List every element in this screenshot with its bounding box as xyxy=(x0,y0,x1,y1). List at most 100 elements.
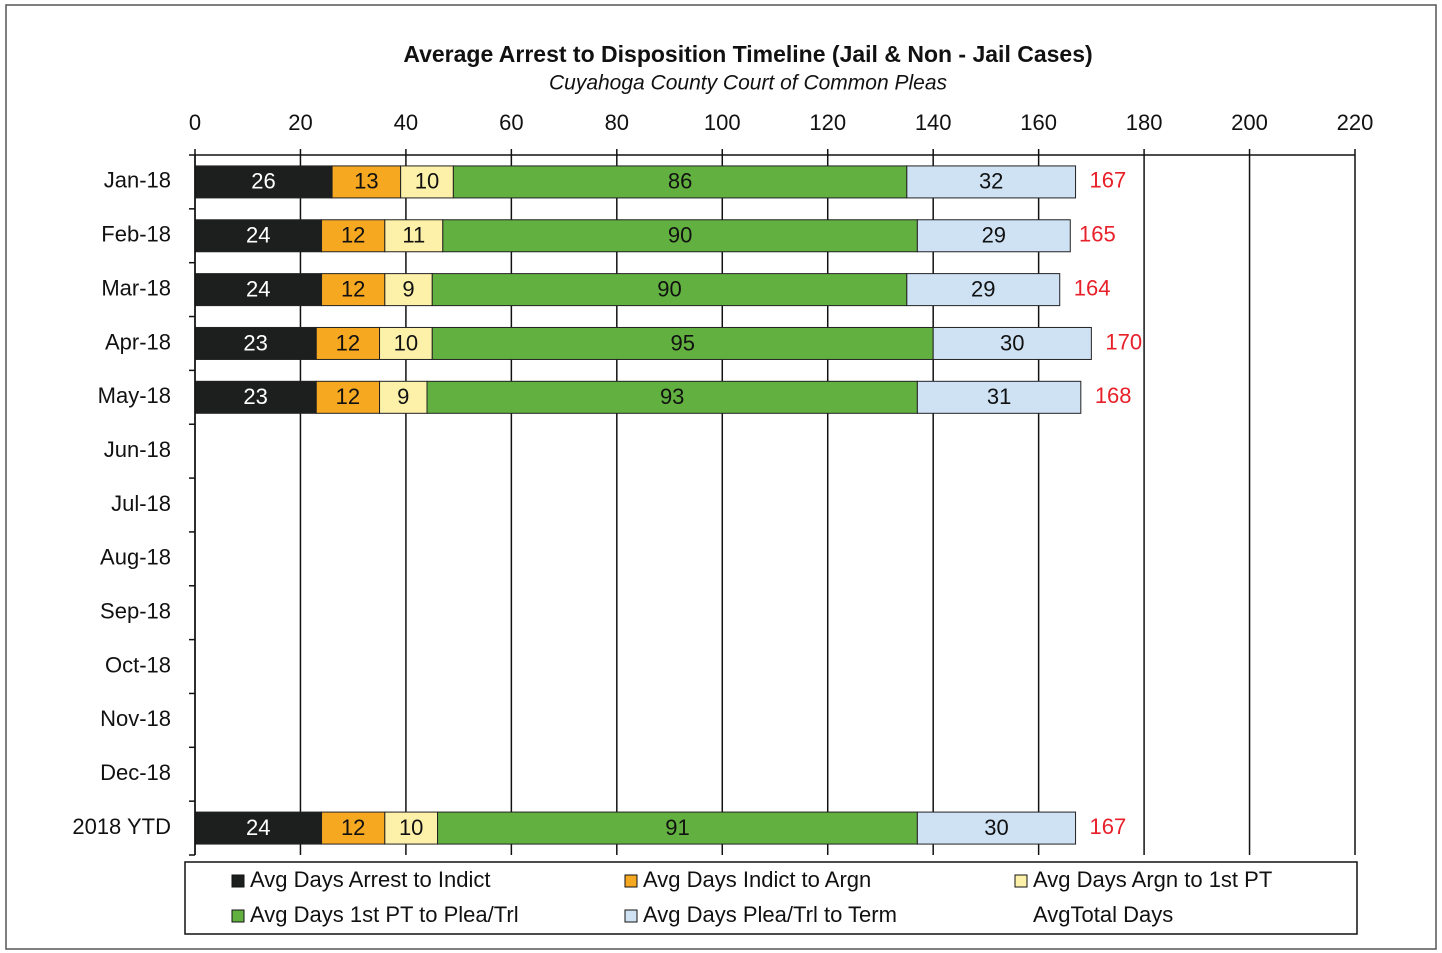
x-tick-label: 40 xyxy=(394,110,418,135)
total-label: 167 xyxy=(1090,814,1127,839)
bar-segment xyxy=(321,219,386,253)
segment-label: 95 xyxy=(670,330,694,355)
legend-label: Avg Days Argn to 1st PT xyxy=(1033,867,1272,892)
legend-label: Avg Days Plea/Trl to Term xyxy=(643,902,897,927)
bar-segment xyxy=(194,380,317,414)
segment-label: 86 xyxy=(668,169,692,194)
bar-segment xyxy=(442,219,918,253)
segment-label: 90 xyxy=(668,223,692,248)
bar-segment xyxy=(431,273,908,307)
total-label: 167 xyxy=(1090,168,1127,193)
legend-swatch xyxy=(1014,874,1028,888)
segment-label: 24 xyxy=(246,223,270,248)
bar-segment xyxy=(916,811,1077,845)
bar-segment xyxy=(384,219,444,253)
x-tick-label: 220 xyxy=(1337,110,1374,135)
y-tick-label: Nov-18 xyxy=(100,706,171,731)
segment-label: 10 xyxy=(415,169,439,194)
segment-label: 29 xyxy=(982,223,1006,248)
bar-segment xyxy=(384,811,439,845)
y-tick-label: Jan-18 xyxy=(104,168,171,193)
x-tick-label: 160 xyxy=(1020,110,1057,135)
segment-label: 10 xyxy=(399,815,423,840)
legend-label: Avg Days Arrest to Indict xyxy=(250,867,490,892)
bar-segment xyxy=(906,165,1077,199)
legend-box xyxy=(184,861,1358,935)
bar-segment xyxy=(315,380,381,414)
segment-label: 90 xyxy=(657,276,681,301)
y-tick-label: Sep-18 xyxy=(100,599,171,624)
x-tick-label: 100 xyxy=(704,110,741,135)
segment-label: 12 xyxy=(336,384,360,409)
legend-swatch xyxy=(231,874,245,888)
bar-segment xyxy=(194,219,323,253)
bar-segment xyxy=(194,811,323,845)
x-tick-label: 60 xyxy=(499,110,523,135)
segment-label: 9 xyxy=(402,276,414,301)
y-tick-label: Jun-18 xyxy=(104,437,171,462)
legend-label: Avg Days 1st PT to Plea/Trl xyxy=(250,902,519,927)
x-tick-label: 120 xyxy=(809,110,846,135)
bar-segment xyxy=(916,380,1082,414)
legend-swatch xyxy=(231,909,245,923)
segment-label: 23 xyxy=(243,330,267,355)
segment-label: 31 xyxy=(987,384,1011,409)
bar-segment xyxy=(379,326,433,360)
total-label: 165 xyxy=(1079,222,1116,247)
segment-label: 12 xyxy=(341,223,365,248)
segment-label: 10 xyxy=(394,330,418,355)
bar-segment xyxy=(384,273,433,307)
x-tick-label: 180 xyxy=(1126,110,1163,135)
bar-segment xyxy=(321,273,386,307)
segment-label: 9 xyxy=(397,384,409,409)
legend-swatch xyxy=(624,909,638,923)
bar-segment xyxy=(431,326,934,360)
segment-label: 30 xyxy=(984,815,1008,840)
segment-label: 29 xyxy=(971,276,995,301)
segment-label: 30 xyxy=(1000,330,1024,355)
chart-subtitle: Cuyahoga County Court of Common Pleas xyxy=(549,72,948,95)
bar-segment xyxy=(194,165,333,199)
bar-segment xyxy=(452,165,908,199)
bar-segment xyxy=(331,165,402,199)
y-tick-label: May-18 xyxy=(98,383,171,408)
segment-label: 13 xyxy=(354,169,378,194)
total-label: 164 xyxy=(1074,275,1111,300)
y-tick-label: Aug-18 xyxy=(100,545,171,570)
segment-label: 91 xyxy=(665,815,689,840)
segment-label: 23 xyxy=(243,384,267,409)
bar-segment xyxy=(194,273,323,307)
y-tick-label: Feb-18 xyxy=(101,222,171,247)
total-label: 168 xyxy=(1095,383,1132,408)
x-tick-label: 0 xyxy=(189,110,201,135)
segment-label: 12 xyxy=(341,815,365,840)
legend-label: Avg Days Indict to Argn xyxy=(643,867,871,892)
chart-frame xyxy=(5,4,1437,950)
y-tick-label: Apr-18 xyxy=(105,329,171,354)
chart-title: Average Arrest to Disposition Timeline (… xyxy=(403,41,1092,67)
segment-label: 12 xyxy=(341,276,365,301)
bar-segment xyxy=(906,273,1061,307)
x-tick-label: 20 xyxy=(288,110,312,135)
legend-label: AvgTotal Days xyxy=(1033,902,1173,927)
segment-label: 93 xyxy=(660,384,684,409)
legend-swatch xyxy=(624,874,638,888)
x-tick-label: 200 xyxy=(1231,110,1268,135)
y-tick-label: Oct-18 xyxy=(105,652,171,677)
bar-segment xyxy=(315,326,381,360)
y-tick-label: Mar-18 xyxy=(101,275,171,300)
bar-segment xyxy=(400,165,454,199)
bar-segment xyxy=(932,326,1092,360)
y-tick-label: Jul-18 xyxy=(111,491,171,516)
y-tick-label: Dec-18 xyxy=(100,760,171,785)
segment-label: 32 xyxy=(979,169,1003,194)
x-tick-label: 80 xyxy=(605,110,629,135)
segment-label: 26 xyxy=(251,169,275,194)
bar-segment xyxy=(916,219,1071,253)
segment-label: 24 xyxy=(246,276,270,301)
bar-segment xyxy=(379,380,428,414)
segment-label: 24 xyxy=(246,815,270,840)
segment-label: 11 xyxy=(402,223,425,248)
total-label: 170 xyxy=(1105,329,1142,354)
